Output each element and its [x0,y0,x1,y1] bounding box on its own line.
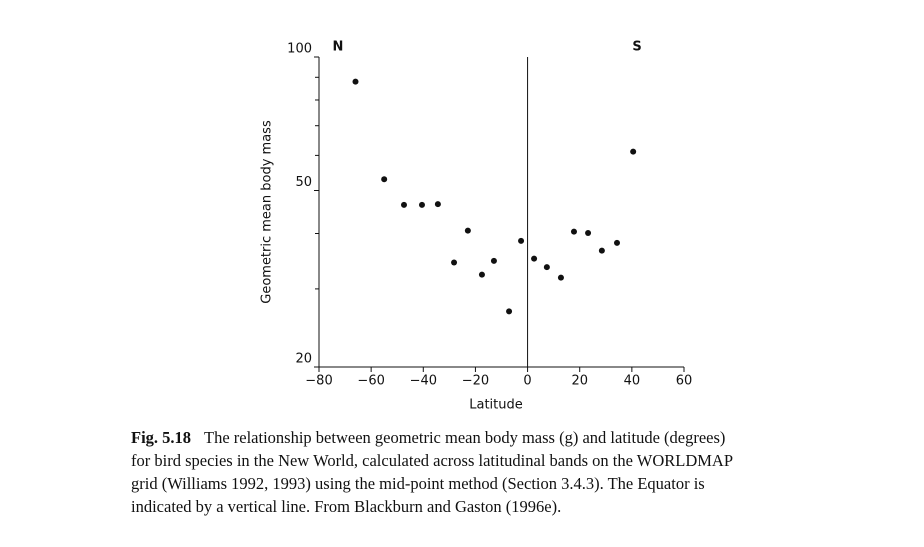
y-axis-label: Geometric mean body mass [260,120,275,304]
y-tick-label: 20 [295,352,312,367]
point [478,271,485,278]
caption-line: grid (Williams 1992, 1993) using the mid… [131,474,705,493]
point [434,201,441,208]
point [531,255,538,262]
point [613,239,620,246]
annotation: N [333,40,344,55]
point [381,176,388,183]
y-tick-label: 50 [295,175,312,190]
x-tick-label: 40 [624,374,641,389]
point [598,247,605,254]
x-axis-label: Latitude [469,398,523,413]
caption-line: for bird species in the New World, calcu… [131,451,733,470]
x-tick-label: −40 [410,374,437,389]
caption-label: Fig. 5.18 [131,428,191,447]
point [557,274,564,281]
point [543,264,550,271]
point [570,228,577,235]
x-tick-label: 20 [571,374,588,389]
point [630,148,637,155]
point [352,78,359,85]
x-tick-label: 0 [523,374,531,389]
point [490,257,497,264]
point [400,201,407,208]
x-tick-label: −60 [357,374,384,389]
y-tick-label: 100 [287,42,312,57]
x-tick-label: −80 [305,374,332,389]
x-tick-label: −20 [462,374,489,389]
point [585,230,592,237]
point [518,237,525,244]
caption-line: The relationship between geometric mean … [204,428,725,447]
point [506,308,513,315]
point [418,201,425,208]
annotation: S [632,40,641,55]
x-tick-label: 60 [676,374,693,389]
caption-line: indicated by a vertical line. From Black… [131,497,561,516]
point [451,259,458,266]
point [464,227,471,234]
